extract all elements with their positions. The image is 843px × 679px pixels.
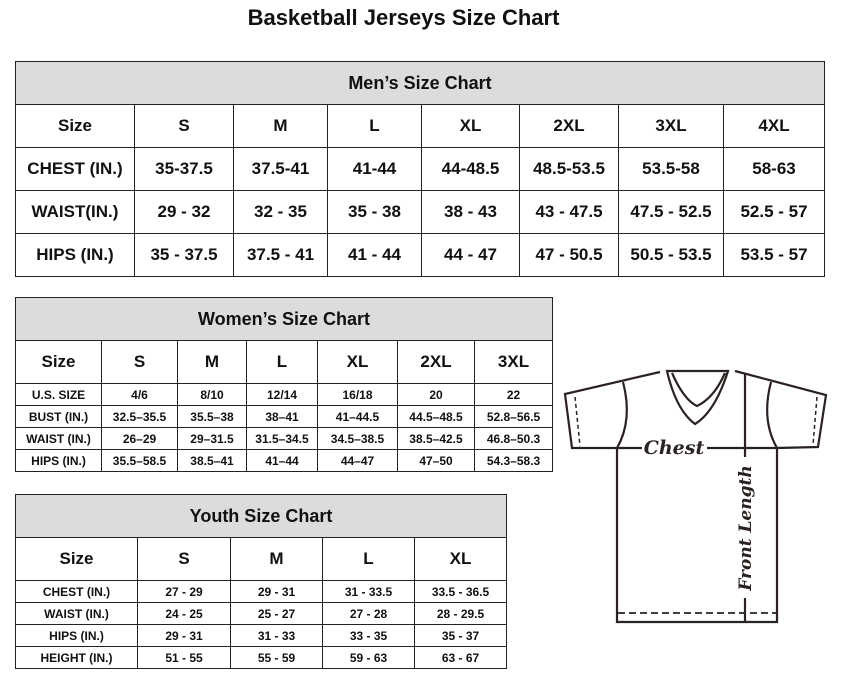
table-row: WAIST (IN.) 24 - 25 25 - 27 27 - 28 28 - 29.… (15, 602, 508, 625)
table-cell: 27 - 29 (137, 580, 231, 603)
row-label: WAIST (IN.) (15, 602, 138, 625)
table-cell: 24 - 25 (137, 602, 231, 625)
table-cell: 47 - 50.5 (519, 233, 619, 277)
table-cell: 53.5 - 57 (723, 233, 825, 277)
womens-size-table: Women’s Size Chart Size S M L XL 2XL 3XL U.S. SI… (14, 297, 554, 472)
table-cell: 26–29 (101, 427, 178, 450)
size-header-row: Size S M L XL (15, 537, 508, 581)
table-cell: 29 - 31 (137, 624, 231, 647)
column-header: M (233, 104, 328, 148)
shirt-outline (563, 369, 828, 624)
chest-label: Chest (644, 437, 705, 459)
table-cell: 41–44 (246, 449, 318, 472)
table-row: BUST (IN.) 32.5–35.5 35.5–38 38–41 41–44.5 44… (15, 405, 554, 428)
column-header: L (322, 537, 415, 581)
column-header: 2XL (519, 104, 619, 148)
column-header: XL (421, 104, 520, 148)
table-row: U.S. SIZE 4/6 8/10 12/14 16/18 20 22 (15, 383, 554, 406)
table-cell: 38.5–42.5 (397, 427, 475, 450)
table-cell: 52.5 - 57 (723, 190, 825, 234)
table-cell: 35 - 37.5 (134, 233, 234, 277)
youth-size-table: Youth Size Chart Size S M L XL CHEST (IN.) 27 -… (14, 494, 508, 669)
size-header-row: Size S M L XL 2XL 3XL 4XL (15, 104, 825, 148)
mens-size-table: Men’s Size Chart Size S M L XL 2XL 3XL 4XL CHEST … (15, 61, 825, 277)
table-cell: 54.3–58.3 (473, 449, 554, 472)
front-length-label: Front Length (736, 465, 756, 591)
table-cell: 31.5–34.5 (246, 427, 318, 450)
table-cell: 44.5–48.5 (397, 405, 475, 428)
table-cell: 34.5–38.5 (317, 427, 398, 450)
page-title: Basketball Jerseys Size Chart (247, 5, 560, 30)
table-cell: 25 - 27 (230, 602, 323, 625)
table-heading-row: Men’s Size Chart (15, 61, 825, 105)
table-heading-row: Youth Size Chart (14, 494, 508, 538)
column-header: Size (15, 340, 102, 384)
column-header: M (230, 537, 323, 581)
column-header: L (246, 340, 318, 384)
table-row: HEIGHT (IN.) 51 - 55 55 - 59 59 - 63 63 - 67 (15, 646, 508, 669)
table-row: CHEST (IN.) 27 - 29 29 - 31 31 - 33.5 33.5 -… (15, 580, 508, 603)
table-row: WAIST(IN.) 29 - 32 32 - 35 35 - 38 38 - 43 43… (15, 190, 825, 234)
table-row: CHEST (IN.) 35-37.5 37.5-41 41-44 44-48.5 48.… (15, 147, 825, 191)
table-cell: 52.8–56.5 (473, 405, 554, 428)
column-header: XL (413, 537, 508, 581)
table-cell: 32 - 35 (233, 190, 328, 234)
table-heading: Youth Size Chart (14, 494, 508, 538)
row-label: CHEST (IN.) (15, 147, 135, 191)
column-header: S (134, 104, 234, 148)
table-cell: 58-63 (723, 147, 825, 191)
table-row: HIPS (IN.) 35 - 37.5 37.5 - 41 41 - 44 44 - … (15, 233, 825, 277)
column-header: L (327, 104, 422, 148)
table-cell: 44-48.5 (421, 147, 520, 191)
table-heading: Men’s Size Chart (15, 61, 825, 105)
column-header: Size (15, 537, 138, 581)
table-cell: 55 - 59 (230, 646, 323, 669)
table-cell: 35.5–38 (177, 405, 247, 428)
table-cell: 35 - 38 (327, 190, 422, 234)
table-cell: 47–50 (397, 449, 475, 472)
table-cell: 33 - 35 (322, 624, 415, 647)
table-cell: 38–41 (246, 405, 318, 428)
table-cell: 31 - 33 (230, 624, 323, 647)
table-cell: 48.5-53.5 (519, 147, 619, 191)
table-cell: 46.8–50.3 (473, 427, 554, 450)
row-label: HEIGHT (IN.) (15, 646, 138, 669)
table-cell: 28 - 29.5 (413, 602, 508, 625)
column-header: S (137, 537, 231, 581)
column-header: 3XL (618, 104, 724, 148)
table-cell: 38.5–41 (177, 449, 247, 472)
table-cell: 51 - 55 (137, 646, 231, 669)
table-cell: 59 - 63 (322, 646, 415, 669)
table-cell: 33.5 - 36.5 (413, 580, 508, 603)
row-label: HIPS (IN.) (15, 233, 135, 277)
size-header-row: Size S M L XL 2XL 3XL (15, 340, 554, 384)
row-label: HIPS (IN.) (15, 449, 102, 472)
table-row: WAIST (IN.) 26–29 29–31.5 31.5–34.5 34.5–38.… (15, 427, 554, 450)
row-label: BUST (IN.) (15, 405, 102, 428)
table-cell: 37.5 - 41 (233, 233, 328, 277)
table-cell: 41-44 (327, 147, 422, 191)
table-cell: 41 - 44 (327, 233, 422, 277)
table-cell: 43 - 47.5 (519, 190, 619, 234)
table-cell: 63 - 67 (413, 646, 508, 669)
table-cell: 53.5-58 (618, 147, 724, 191)
column-header: 2XL (397, 340, 475, 384)
row-label: WAIST(IN.) (15, 190, 135, 234)
table-cell: 38 - 43 (421, 190, 520, 234)
table-row: HIPS (IN.) 35.5–58.5 38.5–41 41–44 44–47 47–5… (15, 449, 554, 472)
table-cell: 29–31.5 (177, 427, 247, 450)
